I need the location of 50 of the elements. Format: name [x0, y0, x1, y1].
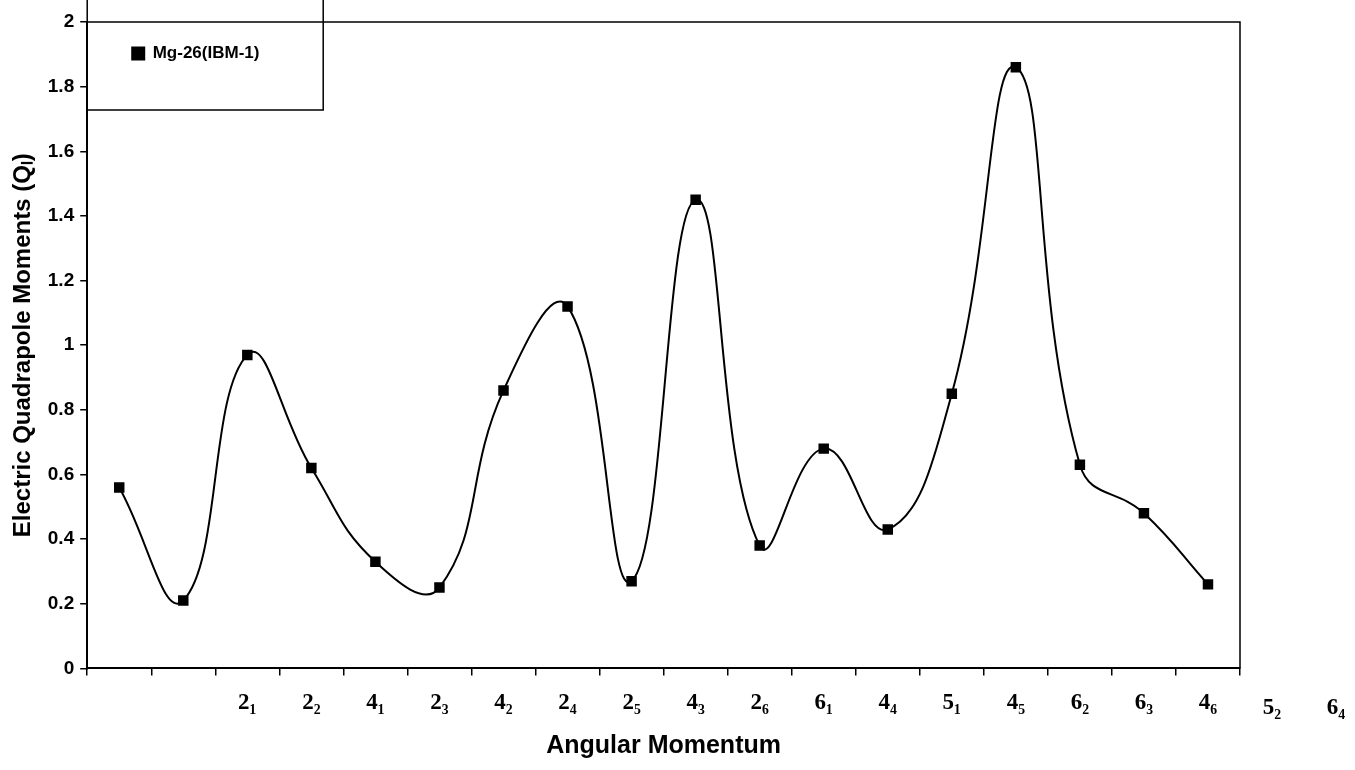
y-tick-label: 0.4 — [47, 527, 75, 549]
y-tick-label: 0.2 — [47, 591, 75, 613]
point — [1202, 579, 1214, 590]
x-tick-label: 4₃ — [686, 689, 705, 715]
point — [178, 595, 189, 606]
x-tick-label: 4₄ — [878, 689, 898, 715]
point — [1074, 459, 1086, 471]
x-tick-label: 2₄ — [558, 689, 577, 715]
x-tick-label: 4₂ — [494, 689, 513, 715]
x-tick-label: 6₂ — [1070, 689, 1090, 715]
y-tick-label: 1 — [63, 333, 75, 355]
y-tick-label: 1.8 — [47, 74, 75, 96]
legend-label: Mg-26(IBM-1) — [152, 43, 260, 63]
x-axis-title: Angular Momentum — [546, 729, 781, 758]
text: 6₄ — [1326, 693, 1346, 719]
y-tick-label: 0 — [63, 656, 75, 678]
point — [1010, 62, 1022, 73]
point — [306, 462, 317, 474]
x-tick-label: 5₁ — [942, 689, 962, 715]
x-tick-label: 6₃ — [1134, 689, 1154, 715]
x-tick-label: 4₁ — [366, 689, 385, 715]
point — [498, 385, 509, 396]
point — [882, 524, 893, 535]
point — [946, 388, 958, 399]
x-tick-label: 4₅ — [1006, 689, 1026, 715]
point — [562, 301, 573, 312]
point — [242, 349, 253, 361]
y-axis-title: Electric Quadrapole Moments (Qₗ) — [8, 153, 36, 538]
point — [754, 540, 765, 551]
x-tick-label: 6₁ — [814, 689, 833, 715]
text: 5₂ — [1262, 693, 1282, 719]
point — [113, 482, 125, 493]
point — [690, 194, 701, 205]
point — [434, 582, 445, 593]
y-tick-label: 1.6 — [47, 139, 75, 161]
x-tick-label: 2₂ — [302, 689, 321, 715]
point — [818, 443, 829, 454]
point — [626, 575, 637, 587]
y-tick-label: 2 — [63, 10, 75, 32]
y-tick-label: 0.8 — [47, 398, 75, 420]
x-tick-label: 2₆ — [750, 689, 769, 715]
point — [370, 556, 381, 567]
y-tick-label: 1.2 — [47, 268, 75, 290]
x-tick-label: 2₅ — [622, 689, 641, 715]
x-tick-label: 2₃ — [430, 689, 449, 715]
y-tick-label: 1.4 — [47, 204, 75, 226]
x-tick-label: 4₆ — [1198, 689, 1218, 715]
y-tick-label: 0.6 — [47, 462, 75, 484]
point — [1138, 508, 1150, 519]
x-tick-label: 2₁ — [238, 689, 257, 715]
